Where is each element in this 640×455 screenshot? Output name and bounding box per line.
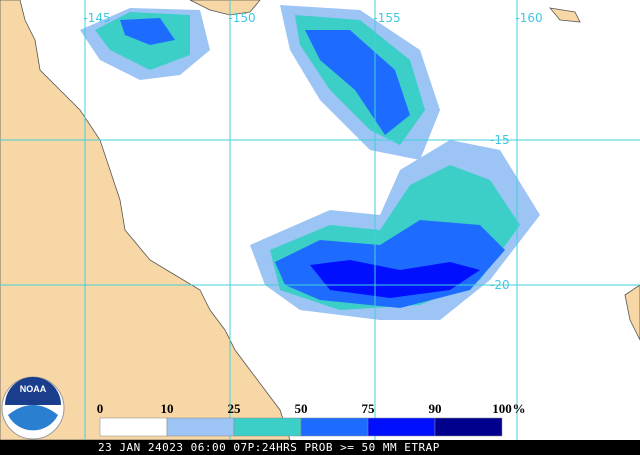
land: [624, 284, 640, 341]
lon-label: -160: [515, 11, 542, 25]
lat-label: -15: [490, 133, 510, 147]
footer-bar: [0, 440, 640, 455]
lat-label: -20: [490, 278, 510, 292]
legend-tick: 10: [161, 401, 174, 416]
legend-swatch: [99, 417, 168, 437]
legend-swatch: [367, 417, 436, 437]
legend-unit: %: [513, 401, 526, 416]
land: [189, 0, 261, 16]
legend-swatch: [434, 417, 503, 437]
legend-swatch: [166, 417, 235, 437]
lon-label: -155: [373, 11, 400, 25]
legend-tick: 100: [492, 401, 512, 416]
legend-swatch: [300, 417, 369, 437]
legend-tick: 0: [97, 401, 104, 416]
footer-text: 23 JAN 24023 06:00 07P:24HRS PROB >= 50 …: [98, 441, 440, 454]
logo-text: NOAA: [20, 384, 47, 394]
legend-tick: 25: [228, 401, 242, 416]
land: [0, 0, 291, 441]
noaa-logo: NOAA: [1, 376, 65, 440]
legend-tick: 90: [429, 401, 442, 416]
legend-swatch: [233, 417, 302, 437]
legend-tick: 75: [362, 401, 376, 416]
rain-areas: [80, 5, 540, 320]
lon-label: -150: [228, 11, 255, 25]
lon-label: -145: [83, 11, 110, 25]
land: [549, 7, 581, 23]
legend-tick: 50: [295, 401, 308, 416]
